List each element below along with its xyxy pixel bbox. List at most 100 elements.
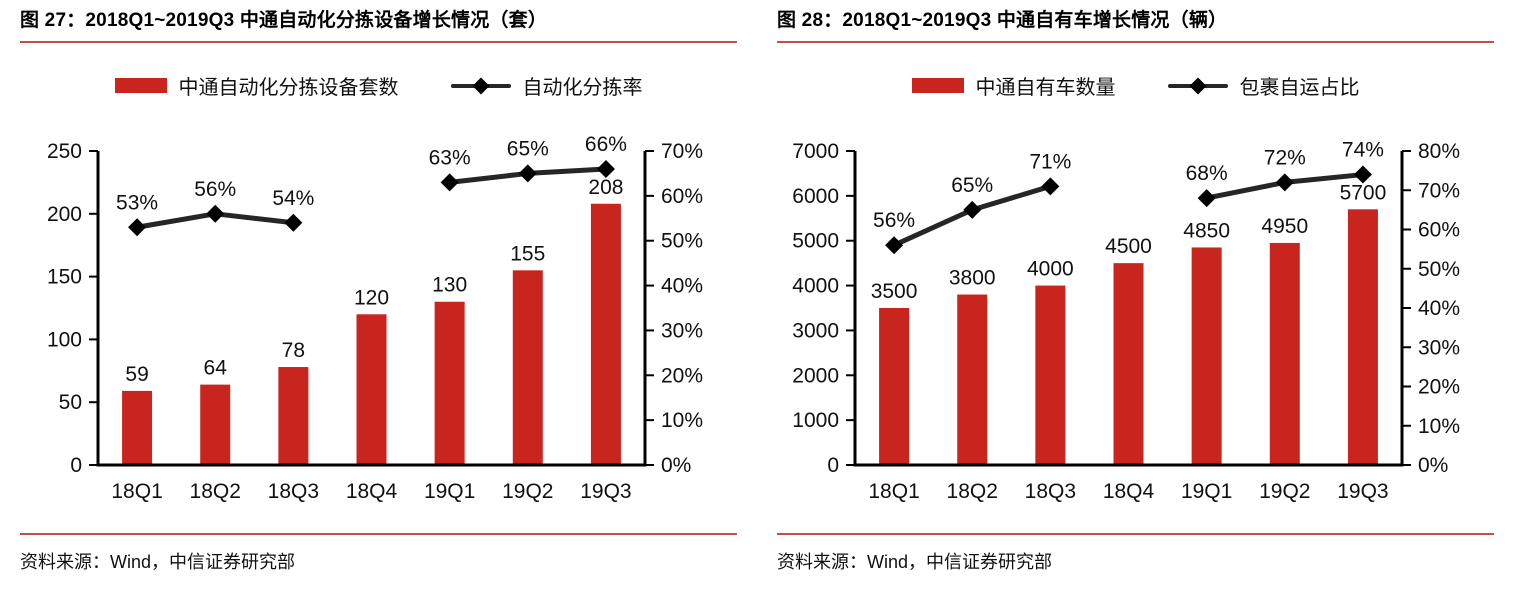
left-axis-tick-label: 100 bbox=[47, 328, 82, 351]
bar bbox=[200, 384, 231, 465]
x-axis-category-label: 18Q1 bbox=[111, 480, 162, 503]
bar-value-label: 155 bbox=[510, 242, 545, 265]
left-axis-tick-label: 4000 bbox=[792, 274, 839, 297]
x-axis-category-label: 18Q2 bbox=[947, 480, 998, 503]
x-axis-category-label: 19Q2 bbox=[1259, 480, 1310, 503]
diamond-marker-icon bbox=[1197, 188, 1216, 207]
line-diamond-swatch-icon bbox=[450, 77, 511, 95]
x-axis-category-label: 18Q1 bbox=[868, 480, 919, 503]
legend-item-bar: 中通自有车数量 bbox=[911, 71, 1116, 100]
left-axis-tick-label: 3000 bbox=[792, 319, 839, 342]
left-axis-tick-label: 0 bbox=[70, 454, 82, 477]
bar bbox=[1035, 285, 1066, 465]
bar-swatch-icon bbox=[114, 78, 167, 94]
left-axis-tick-label: 5000 bbox=[792, 229, 839, 252]
x-axis-category-label: 19Q1 bbox=[1181, 480, 1232, 503]
right-axis-tick-label: 40% bbox=[1418, 297, 1460, 320]
bar bbox=[590, 203, 621, 465]
diamond-marker-icon bbox=[1275, 173, 1294, 192]
bar bbox=[1347, 208, 1378, 465]
bar bbox=[1191, 247, 1222, 465]
figure-28-source-note: 资料来源：Wind，中信证券研究部 bbox=[777, 533, 1494, 600]
line-value-label: 74% bbox=[1342, 138, 1384, 161]
bar-value-label: 4000 bbox=[1027, 257, 1074, 280]
left-axis-tick-label: 1000 bbox=[792, 409, 839, 432]
x-axis-category-label: 18Q3 bbox=[268, 480, 319, 503]
bar-value-label: 120 bbox=[354, 286, 389, 309]
line-value-label: 65% bbox=[951, 174, 993, 197]
bar-value-label: 130 bbox=[432, 273, 467, 296]
combo-chart-figure-28: 0 1000 2000 3000 4000 5000 6000 7000 0% 10% 20% 30%… bbox=[792, 138, 1460, 503]
right-axis-tick-label: 20% bbox=[1418, 375, 1460, 398]
diamond-marker-icon bbox=[284, 213, 303, 232]
bar-value-label: 4950 bbox=[1261, 215, 1308, 238]
diamond-marker-icon bbox=[440, 173, 459, 192]
diamond-marker-icon bbox=[596, 159, 615, 178]
legend-item-line: 包裹自运占比 bbox=[1167, 71, 1360, 100]
right-axis-tick-label: 10% bbox=[1418, 414, 1460, 437]
right-axis-tick-label: 50% bbox=[661, 229, 703, 252]
line-value-label: 72% bbox=[1264, 146, 1306, 169]
bar bbox=[278, 366, 309, 465]
bar bbox=[957, 294, 988, 465]
right-axis-tick-label: 0% bbox=[1418, 454, 1448, 477]
bar-value-label: 3500 bbox=[871, 280, 918, 303]
source-text: 资料来源：Wind，中信证券研究部 bbox=[20, 552, 296, 572]
line-value-label: 71% bbox=[1029, 150, 1071, 173]
legend-item-line: 自动化分拣率 bbox=[450, 71, 643, 100]
bar-swatch-icon bbox=[911, 78, 964, 94]
bar bbox=[879, 307, 910, 465]
right-axis-tick-label: 30% bbox=[661, 319, 703, 342]
x-axis-category-label: 18Q4 bbox=[1103, 480, 1155, 503]
figure-27-title: 图 27：2018Q1~2019Q3 中通自动化分拣设备增长情况（套） bbox=[20, 8, 737, 43]
legend-bar-label: 中通自动化分拣设备套数 bbox=[178, 77, 399, 100]
right-axis-tick-label: 80% bbox=[1418, 140, 1460, 163]
diamond-marker-icon bbox=[885, 235, 904, 254]
combo-chart-figure-27: 0 50 100 150 200 250 0% 10% 20% 30% 40% 50% 60% 70% 59… bbox=[47, 133, 703, 503]
x-axis-category-label: 18Q2 bbox=[190, 480, 241, 503]
bar bbox=[1113, 262, 1144, 465]
x-axis-category-label: 19Q3 bbox=[1337, 480, 1388, 503]
bar bbox=[434, 301, 465, 465]
right-axis-tick-label: 40% bbox=[661, 274, 703, 297]
source-text: 资料来源：Wind，中信证券研究部 bbox=[777, 552, 1053, 572]
legend-item-bar: 中通自动化分拣设备套数 bbox=[114, 71, 399, 100]
legend-line-label: 包裹自运占比 bbox=[1239, 77, 1360, 100]
line-value-label: 56% bbox=[873, 209, 915, 232]
line-value-label: 66% bbox=[585, 133, 627, 156]
line-value-label: 54% bbox=[272, 186, 314, 209]
right-axis-tick-label: 20% bbox=[661, 364, 703, 387]
bar bbox=[512, 269, 543, 465]
line-diamond-swatch-icon bbox=[1167, 77, 1228, 95]
diamond-marker-icon bbox=[963, 200, 982, 219]
figure-27: 图 27：2018Q1~2019Q3 中通自动化分拣设备增长情况（套） 中通自动… bbox=[20, 8, 737, 572]
line-value-label: 68% bbox=[1186, 162, 1228, 185]
bar-value-label: 78 bbox=[282, 339, 305, 362]
diamond-marker-icon bbox=[128, 217, 147, 236]
bar-value-label: 208 bbox=[588, 175, 623, 198]
line-value-label: 53% bbox=[116, 191, 158, 214]
left-axis-tick-label: 200 bbox=[47, 202, 82, 225]
legend-line-label: 自动化分拣率 bbox=[522, 77, 643, 100]
diamond-marker-icon bbox=[206, 204, 225, 223]
bar bbox=[122, 390, 153, 465]
left-axis-tick-label: 150 bbox=[47, 265, 82, 288]
left-axis-tick-label: 2000 bbox=[792, 364, 839, 387]
bar-value-label: 4850 bbox=[1183, 219, 1230, 242]
bar bbox=[356, 313, 387, 465]
x-axis-category-label: 19Q1 bbox=[424, 480, 475, 503]
diamond-marker-icon bbox=[1041, 176, 1060, 195]
right-axis-tick-label: 60% bbox=[1418, 218, 1460, 241]
left-axis-tick-label: 6000 bbox=[792, 184, 839, 207]
line-value-label: 65% bbox=[507, 137, 549, 160]
bar-value-label: 4500 bbox=[1105, 235, 1152, 258]
x-axis-category-label: 19Q3 bbox=[580, 480, 631, 503]
x-axis-category-label: 18Q4 bbox=[346, 480, 398, 503]
diamond-marker-icon bbox=[518, 164, 537, 183]
figure-28: 图 28：2018Q1~2019Q3 中通自有车增长情况（辆） 中通自有车数量 … bbox=[757, 0, 1514, 600]
right-axis-tick-label: 10% bbox=[661, 409, 703, 432]
left-axis-tick-label: 7000 bbox=[792, 140, 839, 163]
bar-value-label: 64 bbox=[204, 356, 228, 379]
x-axis-category-label: 19Q2 bbox=[502, 480, 553, 503]
right-axis-tick-label: 70% bbox=[1418, 179, 1460, 202]
